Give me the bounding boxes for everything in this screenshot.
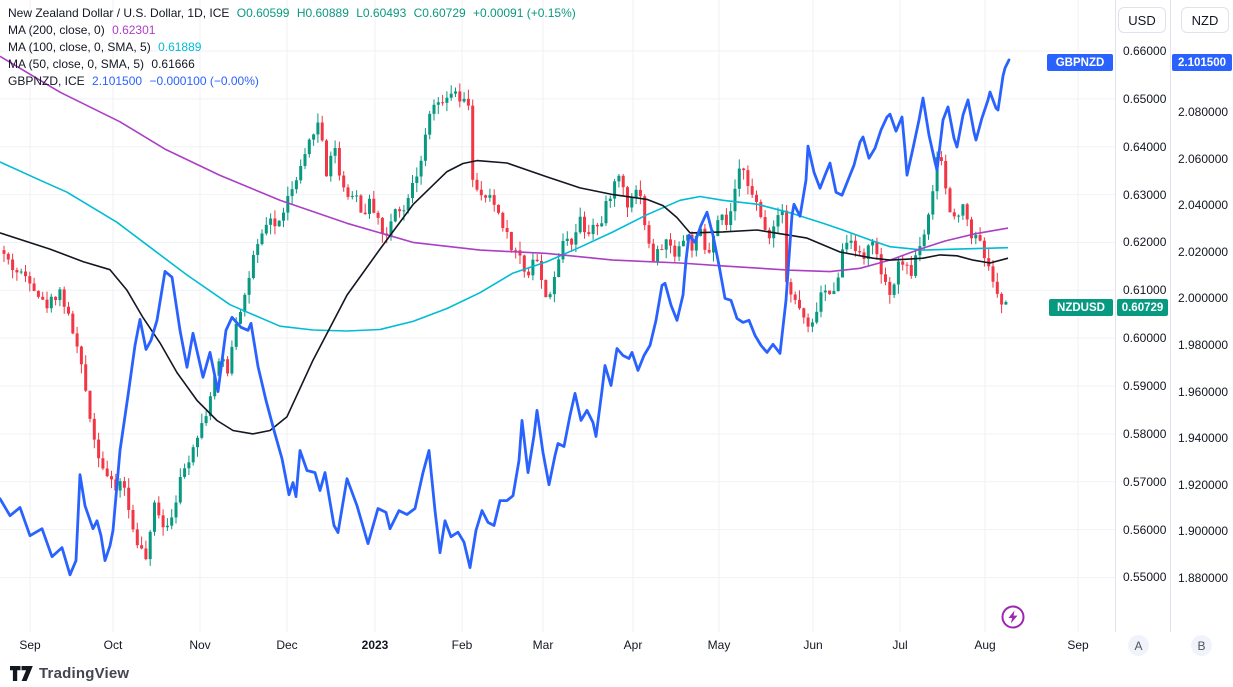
ma100-label: MA (100, close, 0, SMA, 5) [8,40,151,54]
ma200-label: MA (200, close, 0) [8,23,105,37]
price-tick-label: 2.040000 [1178,198,1229,212]
price-tick-label: 2.020000 [1178,245,1229,259]
nzd-scale-button[interactable]: NZD [1181,7,1229,33]
usd-price-scale[interactable]: 0.66000 0.65000 0.64000 0.63000 0.62000 0.610… [1115,0,1170,632]
scale-a-button[interactable]: A [1128,635,1149,656]
usd-scale-button[interactable]: USD [1118,7,1166,33]
tradingview-brand-text: TradingView [39,665,130,682]
nzd-price-scale[interactable]: 2.080000 2.060000 2.040000 2.020000 2.000000… [1170,0,1233,632]
price-tick-label: 0.63000 [1123,188,1167,202]
time-tick-label: 2023 [361,638,389,652]
axis-divider [1115,0,1116,658]
price-tick-label: 0.60000 [1123,331,1167,345]
time-axis[interactable]: A B Sep Oct Nov Dec 2023 Feb Mar Apr May Jun Jul Au… [0,632,1233,658]
price-chart-canvas[interactable] [0,0,1115,632]
gbpnzd-price-badge: 2.101500 [1172,54,1232,71]
price-tick-label: 1.900000 [1178,524,1229,538]
symbol-title: New Zealand Dollar / U.S. Dollar, 1D, IC… [8,6,230,20]
gbpnzd-series-badge: GBPNZD [1047,54,1113,71]
ma50-value: 0.61666 [151,57,195,71]
price-tick-label: 0.62000 [1123,235,1167,249]
time-tick-label: Sep [19,638,41,652]
price-tick-label: 0.58000 [1123,427,1167,441]
lightning-bolt-icon [1008,610,1018,624]
ohlc-high: H0.60889 [296,6,349,20]
price-tick-label: 0.61000 [1123,283,1167,297]
gbpnzd-legend-row[interactable]: GBPNZD, ICE 2.101500 −0.000100 (−0.00%) [8,73,580,90]
ma100-legend-row[interactable]: MA (100, close, 0, SMA, 5) 0.61889 [8,39,580,56]
time-tick-label: May [707,638,731,652]
time-tick-label: Sep [1067,638,1089,652]
price-tick-label: 1.980000 [1178,338,1229,352]
price-tick-label: 0.66000 [1123,44,1167,58]
ohlc-close: C0.60729 [413,6,466,20]
gbpnzd-value: 2.101500 [92,74,143,88]
chart-legend: New Zealand Dollar / U.S. Dollar, 1D, IC… [8,5,580,90]
price-tick-label: 2.000000 [1178,291,1229,305]
time-tick-label: Jun [803,638,823,652]
ohlc-low: L0.60493 [356,6,407,20]
price-tick-label: 1.960000 [1178,385,1229,399]
scale-divider [1170,0,1171,658]
price-tick-label: 1.880000 [1178,571,1229,585]
time-tick-label: Oct [103,638,123,652]
price-tick-label: 0.57000 [1123,475,1167,489]
price-tick-label: 0.64000 [1123,140,1167,154]
nzdusd-series-badge: NZDUSD [1049,299,1113,316]
ohlc-change: +0.00091 (+0.15%) [473,6,576,20]
tradingview-logo[interactable]: TradingView [10,665,129,682]
ma200-legend-row[interactable]: MA (200, close, 0) 0.62301 [8,22,580,39]
time-tick-label: Feb [451,638,473,652]
ma50-label: MA (50, close, 0, SMA, 5) [8,57,145,71]
ma100-value: 0.61889 [158,40,202,54]
price-tick-label: 2.060000 [1178,152,1229,166]
ma50-legend-row[interactable]: MA (50, close, 0, SMA, 5) 0.61666 [8,56,580,73]
price-tick-label: 1.940000 [1178,431,1229,445]
lightning-button[interactable] [1000,604,1026,630]
nzdusd-price-badge: 0.60729 [1117,299,1168,316]
gbpnzd-change: −0.000100 (−0.00%) [149,74,259,88]
ma200-value: 0.62301 [112,23,156,37]
gbpnzd-label: GBPNZD, ICE [8,74,85,88]
time-tick-label: Aug [974,638,996,652]
price-tick-label: 2.080000 [1178,105,1229,119]
price-tick-label: 0.55000 [1123,570,1167,584]
time-tick-label: Nov [189,638,211,652]
price-tick-label: 0.59000 [1123,379,1167,393]
time-tick-label: Apr [623,638,643,652]
symbol-legend-row[interactable]: New Zealand Dollar / U.S. Dollar, 1D, IC… [8,5,580,22]
time-tick-label: Jul [892,638,908,652]
tradingview-logo-icon [10,666,33,681]
scale-b-button[interactable]: B [1191,635,1212,656]
time-tick-label: Mar [532,638,554,652]
footer-bar: TradingView [0,658,1233,687]
price-tick-label: 1.920000 [1178,478,1229,492]
price-tick-label: 0.65000 [1123,92,1167,106]
price-tick-label: 0.56000 [1123,523,1167,537]
time-tick-label: Dec [276,638,298,652]
ohlc-open: O0.60599 [236,6,290,20]
